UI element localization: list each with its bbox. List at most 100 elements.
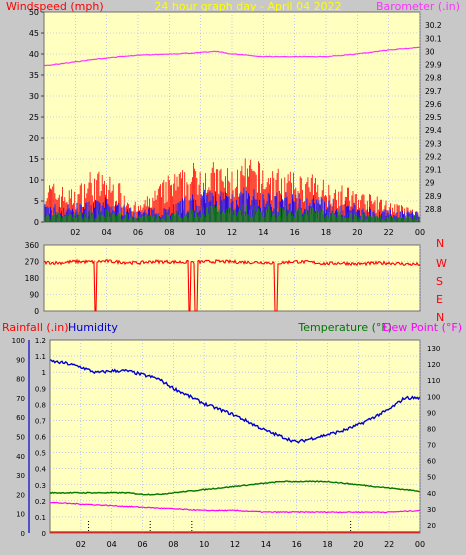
direction-series	[43, 258, 421, 312]
x-tick-label: 18	[322, 540, 332, 549]
temperature-y-axis: 20 30 40 50 60 70 80 90 100 110 120 130	[427, 345, 440, 530]
humidity-tick-label: 0	[21, 530, 25, 538]
x-tick-label: 20	[352, 228, 362, 237]
windspeed-tick-label: 30	[29, 92, 39, 101]
temperature-tick-label: 20	[427, 522, 436, 530]
windspeed-y-axis: 0 5 10 15 20 25 30 35 40 45 50	[29, 8, 44, 227]
climate-grid	[50, 340, 421, 533]
temperature-tick-label: 130	[427, 345, 440, 353]
x-tick-label: 06	[133, 228, 143, 237]
windspeed-tick-label: 5	[34, 197, 39, 206]
rainfall-tick-label: 0.1	[35, 514, 46, 522]
direction-tick-label: 180	[25, 274, 40, 283]
windspeed-low-series	[44, 204, 420, 222]
graph-title: 24 hour graph day - April 04 2022	[154, 0, 341, 13]
barometer-tick-label: 29.5	[425, 113, 442, 122]
wind-x-axis: 02 04 06 08 10 12 14 16 18 20 22 00	[70, 228, 425, 237]
x-tick-label: 16	[290, 228, 300, 237]
compass-label: N	[436, 237, 444, 250]
humidity-tick-label: 90	[16, 356, 25, 364]
temperature-tick-label: 120	[427, 361, 440, 369]
windspeed-tick-label: 50	[29, 8, 39, 17]
x-tick-label: 12	[230, 540, 240, 549]
wind-direction-series	[43, 258, 421, 312]
humidity-series	[49, 359, 421, 444]
x-tick-label: 20	[353, 540, 363, 549]
direction-grid	[44, 245, 421, 311]
barometer-tick-label: 29.1	[425, 166, 442, 175]
x-tick-label: 06	[137, 540, 147, 549]
x-tick-label: 04	[102, 228, 112, 237]
rainfall-tick-label: 0.9	[35, 385, 46, 393]
humidity-axis-title: Humidity	[68, 321, 118, 334]
humidity-tick-label: 60	[16, 414, 25, 422]
humidity-tick-label: 40	[16, 453, 25, 461]
x-tick-label: 18	[321, 228, 331, 237]
dewpoint-series	[49, 501, 420, 514]
barometer-tick-label: 29	[425, 179, 435, 188]
temperature-tick-label: 110	[427, 377, 440, 385]
barometer-tick-label: 30.2	[425, 21, 442, 30]
rainfall-tick-label: 1.1	[35, 353, 46, 361]
rainfall-tick-label: 0.7	[35, 417, 46, 425]
windspeed-tick-label: 25	[29, 113, 39, 122]
direction-tick-label: 360	[25, 241, 40, 250]
barometer-tick-label: 28.9	[425, 192, 442, 201]
x-tick-label: 08	[168, 540, 178, 549]
rainfall-tick-label: 0.8	[35, 401, 46, 409]
x-tick-label: 12	[227, 228, 237, 237]
x-tick-label: 16	[292, 540, 302, 549]
rainfall-tick-label: 0.2	[35, 498, 46, 506]
climate-x-axis: 02 04 06 08 10 12 14 16 18 20 22 00	[76, 540, 425, 549]
x-tick-label: 22	[384, 228, 394, 237]
temperature-tick-label: 70	[427, 442, 436, 450]
temperature-series	[49, 480, 420, 496]
temperature-tick-label: 50	[427, 474, 436, 482]
x-tick-label: 00	[415, 540, 425, 549]
temperature-axis-title: Temperature (°F)	[297, 321, 392, 334]
compass-label: E	[436, 293, 443, 306]
temperature-tick-label: 100	[427, 393, 440, 401]
barometer-series	[43, 46, 421, 67]
barometer-tick-label: 29.7	[425, 87, 442, 96]
dewpoint-axis-title: Dew Point (°F)	[383, 321, 462, 334]
x-tick-label: 14	[261, 540, 271, 549]
temperature-tick-label: 90	[427, 409, 436, 417]
x-tick-label: 04	[107, 540, 117, 549]
windspeed-tick-label: 10	[29, 176, 39, 185]
climate-series	[49, 359, 421, 533]
barometer-tick-label: 30.1	[425, 34, 442, 43]
windspeed-axis-title: Windspeed (mph)	[6, 0, 104, 13]
direction-y-axis: 0 90 180 270 360	[25, 241, 40, 316]
windspeed-tick-label: 20	[29, 134, 39, 143]
rainfall-axis-title: Rainfall (.in)	[2, 321, 69, 334]
direction-tick-label: 270	[25, 258, 40, 267]
temperature-tick-label: 80	[427, 425, 436, 433]
rainfall-tick-label: 0.5	[35, 450, 46, 458]
humidity-tick-label: 80	[16, 376, 25, 384]
humidity-tick-label: 50	[16, 434, 25, 442]
humidity-tick-label: 70	[16, 395, 25, 403]
temperature-tick-label: 30	[427, 506, 436, 514]
barometer-tick-label: 30	[425, 47, 435, 56]
barometer-tick-label: 28.8	[425, 205, 442, 214]
barometer-tick-label: 29.4	[425, 126, 442, 135]
rainfall-tick-label: 0.6	[35, 434, 47, 442]
compass-label: S	[436, 275, 443, 288]
rainfall-y-axis: 0 0.1 0.2 0.3 0.4 0.5 0.6 0.7 0.8 0.9 1 1.1 1.2	[35, 337, 47, 538]
barometer-tick-label: 29.9	[425, 61, 442, 70]
humidity-tick-label: 10	[16, 511, 25, 519]
barometer-tick-label: 29.6	[425, 100, 442, 109]
temperature-tick-label: 60	[427, 458, 436, 466]
humidity-tick-label: 100	[12, 337, 25, 345]
rainfall-tick-label: 0.3	[35, 482, 46, 490]
rainfall-tick-label: 0.4	[35, 466, 47, 474]
barometer-axis-title: Barometer (.in)	[376, 0, 460, 13]
direction-tick-label: 0	[34, 307, 39, 316]
humidity-tick-label: 30	[16, 472, 25, 480]
barometer-y-axis: 28.8 28.9 29 29.1 29.2 29.3 29.4 29.5 29.6 29.7 29…	[425, 21, 442, 214]
x-tick-label: 02	[70, 228, 80, 237]
windspeed-tick-label: 35	[29, 71, 39, 80]
